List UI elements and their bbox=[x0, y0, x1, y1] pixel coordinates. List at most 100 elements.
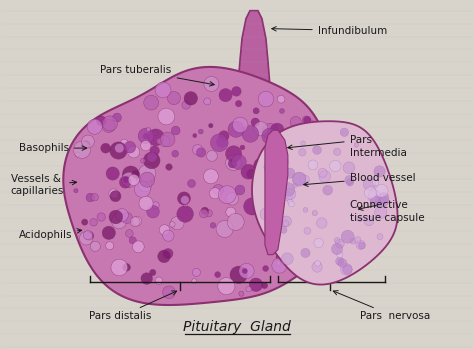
Circle shape bbox=[74, 188, 78, 193]
Text: Pars tuberalis: Pars tuberalis bbox=[100, 65, 214, 86]
Circle shape bbox=[124, 177, 129, 183]
Circle shape bbox=[90, 241, 100, 251]
Circle shape bbox=[106, 167, 119, 180]
Circle shape bbox=[122, 166, 139, 183]
Circle shape bbox=[300, 175, 310, 185]
Circle shape bbox=[240, 145, 245, 150]
Circle shape bbox=[329, 160, 341, 172]
Circle shape bbox=[283, 192, 292, 201]
Circle shape bbox=[111, 259, 128, 276]
Circle shape bbox=[287, 241, 300, 254]
Circle shape bbox=[163, 248, 173, 259]
Circle shape bbox=[314, 238, 323, 247]
Circle shape bbox=[158, 250, 170, 263]
Circle shape bbox=[109, 189, 118, 198]
Circle shape bbox=[228, 121, 244, 137]
Circle shape bbox=[97, 213, 105, 221]
Circle shape bbox=[372, 179, 379, 186]
Circle shape bbox=[124, 141, 136, 153]
Circle shape bbox=[357, 217, 363, 222]
Circle shape bbox=[192, 279, 197, 284]
Circle shape bbox=[73, 141, 91, 158]
Circle shape bbox=[268, 214, 272, 218]
Circle shape bbox=[128, 174, 139, 186]
Circle shape bbox=[130, 217, 140, 227]
Circle shape bbox=[288, 205, 305, 222]
Circle shape bbox=[313, 218, 324, 229]
Circle shape bbox=[156, 138, 163, 144]
Circle shape bbox=[334, 237, 340, 243]
Text: Blood vessel: Blood vessel bbox=[304, 173, 415, 186]
Circle shape bbox=[144, 95, 159, 110]
Text: tissue capsule: tissue capsule bbox=[350, 213, 424, 223]
Circle shape bbox=[134, 181, 150, 197]
Circle shape bbox=[334, 148, 341, 156]
Circle shape bbox=[284, 168, 295, 178]
Circle shape bbox=[312, 210, 318, 216]
Polygon shape bbox=[252, 121, 398, 284]
Circle shape bbox=[358, 242, 365, 249]
Circle shape bbox=[280, 226, 287, 233]
Text: Pars  nervosa: Pars nervosa bbox=[333, 291, 430, 321]
Circle shape bbox=[336, 257, 344, 265]
Circle shape bbox=[143, 152, 160, 169]
Circle shape bbox=[297, 155, 302, 161]
Circle shape bbox=[163, 230, 174, 241]
Circle shape bbox=[138, 178, 152, 192]
Circle shape bbox=[121, 213, 133, 223]
Circle shape bbox=[330, 185, 339, 193]
Circle shape bbox=[177, 206, 193, 222]
Circle shape bbox=[159, 136, 170, 147]
Circle shape bbox=[227, 214, 244, 230]
Circle shape bbox=[132, 170, 140, 178]
Circle shape bbox=[102, 226, 115, 239]
Text: Acidophils: Acidophils bbox=[18, 229, 82, 240]
Circle shape bbox=[87, 119, 102, 134]
Circle shape bbox=[363, 178, 375, 190]
Circle shape bbox=[270, 123, 284, 137]
Circle shape bbox=[293, 172, 306, 185]
Circle shape bbox=[171, 126, 180, 135]
Circle shape bbox=[230, 266, 247, 283]
Circle shape bbox=[337, 252, 343, 258]
Circle shape bbox=[319, 171, 331, 182]
Polygon shape bbox=[238, 11, 270, 86]
Circle shape bbox=[302, 116, 310, 124]
Circle shape bbox=[82, 135, 94, 148]
Circle shape bbox=[303, 207, 308, 212]
Circle shape bbox=[106, 242, 114, 250]
Circle shape bbox=[115, 143, 124, 153]
Circle shape bbox=[281, 216, 292, 227]
Circle shape bbox=[184, 91, 198, 105]
Circle shape bbox=[160, 132, 175, 147]
Circle shape bbox=[317, 204, 325, 211]
Circle shape bbox=[284, 188, 296, 200]
Circle shape bbox=[111, 214, 127, 229]
Circle shape bbox=[249, 278, 263, 291]
Circle shape bbox=[109, 210, 123, 224]
Circle shape bbox=[140, 172, 155, 187]
Circle shape bbox=[350, 238, 356, 244]
Circle shape bbox=[264, 162, 274, 172]
Circle shape bbox=[278, 144, 292, 158]
Circle shape bbox=[271, 192, 277, 198]
Circle shape bbox=[128, 146, 140, 158]
Text: Basophils: Basophils bbox=[18, 143, 87, 153]
Circle shape bbox=[260, 208, 272, 220]
Circle shape bbox=[171, 216, 184, 230]
Circle shape bbox=[120, 139, 128, 147]
Circle shape bbox=[123, 263, 130, 271]
Circle shape bbox=[301, 141, 305, 146]
Circle shape bbox=[228, 159, 237, 168]
Circle shape bbox=[340, 128, 348, 136]
Circle shape bbox=[147, 205, 159, 218]
Circle shape bbox=[158, 108, 175, 125]
Circle shape bbox=[340, 263, 352, 275]
Circle shape bbox=[219, 131, 229, 141]
Circle shape bbox=[281, 183, 295, 196]
Circle shape bbox=[101, 143, 110, 153]
Circle shape bbox=[146, 127, 150, 132]
Text: Pituitary  Gland: Pituitary Gland bbox=[183, 320, 291, 334]
Circle shape bbox=[81, 140, 90, 149]
Circle shape bbox=[303, 116, 311, 124]
